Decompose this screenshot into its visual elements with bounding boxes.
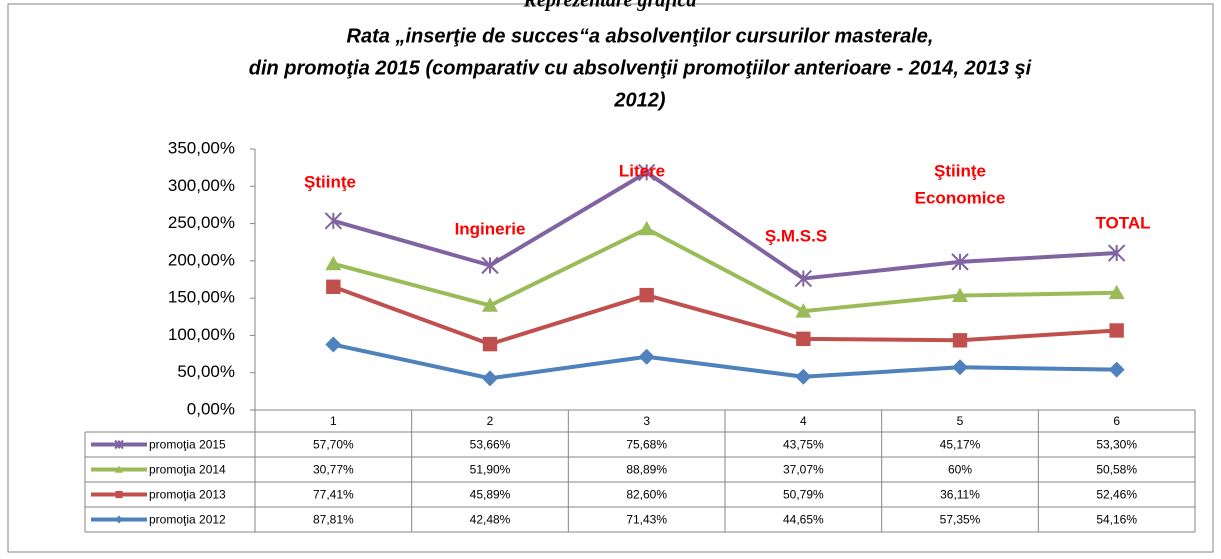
annotation: Inginerie (455, 219, 526, 238)
marker (326, 279, 341, 294)
table-value: 87,81% (313, 513, 354, 527)
y-tick-label: 200,00% (168, 250, 235, 269)
marker (1108, 284, 1125, 300)
table-value: 52,46% (1096, 488, 1137, 502)
marker (952, 333, 968, 348)
annotation: Ş.M.S.S (765, 226, 827, 245)
table-value: 57,35% (940, 513, 981, 527)
marker (1107, 244, 1126, 262)
marker (115, 515, 123, 524)
x-tick-label: 2 (487, 414, 494, 428)
legend-label: promoţia 2013 (149, 488, 226, 502)
chart-title: din promoţia 2015 (comparativ cu absolve… (249, 57, 1032, 79)
marker (115, 490, 123, 499)
x-tick-label: 3 (643, 414, 650, 428)
y-tick-label: 0,00% (187, 399, 235, 418)
series-line (332, 170, 1117, 281)
marker (952, 359, 968, 376)
marker (482, 370, 498, 387)
table-value: 82,60% (626, 488, 667, 502)
x-tick-label: 4 (800, 414, 807, 428)
y-tick-label: 50,00% (177, 362, 235, 381)
marker (1109, 323, 1124, 338)
table-value: 50,79% (783, 488, 824, 502)
marker (637, 163, 656, 182)
marker (795, 368, 812, 385)
series-line (332, 342, 1117, 381)
legend-label: promoţia 2012 (149, 513, 226, 527)
marker (951, 253, 969, 271)
heading: Reprezentare grafică (523, 0, 697, 12)
marker (1108, 361, 1125, 378)
x-tick-label: 6 (1113, 414, 1120, 428)
marker (795, 303, 812, 318)
y-tick-label: 250,00% (168, 213, 235, 232)
marker (325, 255, 342, 271)
series-line (332, 226, 1117, 314)
table-value: 57,70% (313, 438, 354, 452)
table-value: 42,48% (470, 513, 511, 527)
table-value: 44,65% (783, 513, 824, 527)
marker (638, 220, 655, 236)
table-value: 51,90% (470, 463, 511, 477)
table-value: 54,16% (1096, 513, 1137, 527)
x-tick-label: 5 (957, 414, 964, 428)
y-tick-label: 150,00% (168, 288, 235, 307)
y-tick-label: 100,00% (168, 325, 235, 344)
chart-title: Rata „inserţie de succes“a absolvenţilor… (347, 25, 934, 47)
y-tick-label: 350,00% (168, 138, 235, 157)
y-tick-label: 300,00% (168, 176, 235, 195)
legend-label: promoţia 2014 (149, 463, 226, 477)
table-value: 45,89% (470, 488, 511, 502)
table-value: 88,89% (626, 463, 667, 477)
chart-title: 2012) (613, 89, 665, 111)
table-value: 53,66% (470, 438, 511, 452)
table-value: 53,30% (1096, 438, 1137, 452)
marker (324, 212, 343, 230)
marker (115, 465, 123, 473)
table-value: 37,07% (783, 463, 824, 477)
annotation: Economice (915, 188, 1006, 207)
table-value: 77,41% (313, 488, 354, 502)
marker (325, 336, 342, 353)
table-value: 30,77% (313, 463, 354, 477)
x-tick-label: 1 (330, 414, 337, 428)
marker (114, 439, 124, 450)
annotation: TOTAL (1095, 213, 1150, 232)
table-value: 43,75% (783, 438, 824, 452)
chart-border (7, 3, 1214, 553)
marker (481, 256, 499, 275)
table-value: 60% (948, 463, 972, 477)
table-value: 71,43% (626, 513, 667, 527)
table-value: 36,11% (940, 488, 980, 502)
table-value: 45,17% (940, 438, 981, 452)
annotation: Ştiinţe (304, 172, 356, 191)
marker (952, 287, 968, 302)
legend-label: promoţia 2015 (149, 438, 226, 452)
marker (482, 297, 498, 312)
annotation: Ştiinţe (934, 161, 986, 180)
marker (638, 348, 655, 365)
marker (639, 287, 654, 303)
marker (482, 336, 498, 352)
table-value: 50,58% (1096, 463, 1137, 477)
series-line (332, 284, 1117, 347)
annotation: Litere (619, 161, 665, 180)
table-value: 75,68% (626, 438, 667, 452)
marker (794, 269, 813, 288)
marker (796, 331, 811, 347)
